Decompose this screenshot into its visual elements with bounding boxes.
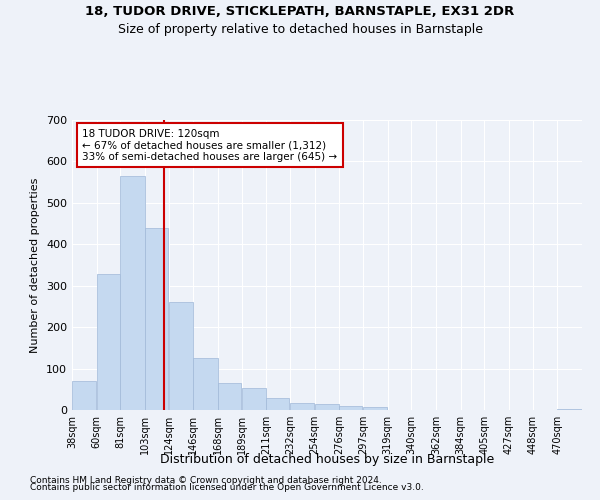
Bar [218,383,241,410]
Text: 18, TUDOR DRIVE, STICKLEPATH, BARNSTAPLE, EX31 2DR: 18, TUDOR DRIVE, STICKLEPATH, BARNSTAPLE… [85,5,515,18]
Bar [72,381,96,410]
Bar [363,407,387,410]
Bar [169,302,193,410]
Bar [242,388,266,410]
Text: 18 TUDOR DRIVE: 120sqm
← 67% of detached houses are smaller (1,312)
33% of semi-: 18 TUDOR DRIVE: 120sqm ← 67% of detached… [82,128,337,162]
Bar [121,176,145,410]
Bar [97,274,120,410]
Bar [290,402,314,410]
Y-axis label: Number of detached properties: Number of detached properties [31,178,40,352]
Text: Contains public sector information licensed under the Open Government Licence v3: Contains public sector information licen… [30,484,424,492]
Text: Contains HM Land Registry data © Crown copyright and database right 2024.: Contains HM Land Registry data © Crown c… [30,476,382,485]
Text: Distribution of detached houses by size in Barnstaple: Distribution of detached houses by size … [160,452,494,466]
Bar [557,409,581,410]
Bar [340,406,362,410]
Text: Size of property relative to detached houses in Barnstaple: Size of property relative to detached ho… [118,22,482,36]
Bar [145,228,168,410]
Bar [314,404,339,410]
Bar [266,398,289,410]
Bar [193,358,218,410]
